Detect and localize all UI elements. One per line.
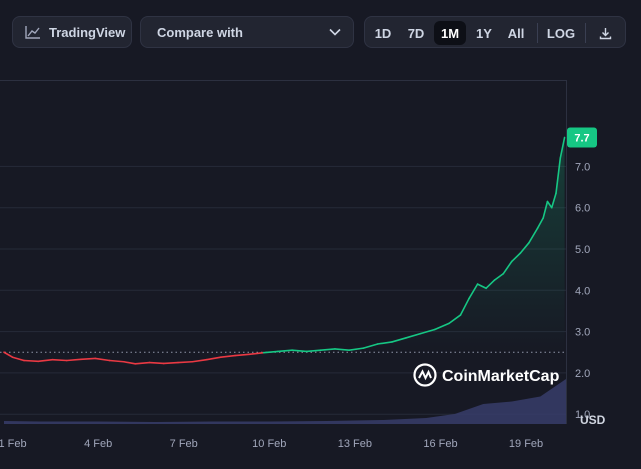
range-7d-button[interactable]: 7D <box>407 25 425 41</box>
price-segment <box>542 200 549 219</box>
price-segment <box>23 359 40 363</box>
price-line <box>3 136 566 365</box>
price-segment <box>94 357 111 362</box>
tradingview-label: TradingView <box>49 24 126 40</box>
compare-with-dropdown[interactable]: Compare with <box>140 16 354 48</box>
price-segment <box>162 361 179 365</box>
x-tick-label: 4 Feb <box>84 438 112 450</box>
price-segment <box>220 354 236 359</box>
price-segment <box>3 351 14 359</box>
range-1m-button[interactable]: 1M <box>434 21 466 45</box>
toolbar-divider <box>537 23 538 43</box>
y-tick-label: 4.0 <box>575 285 590 297</box>
compare-with-label: Compare with <box>157 24 243 40</box>
price-segment <box>305 349 322 353</box>
price-segment <box>108 359 125 363</box>
price-segment <box>528 227 539 244</box>
volume-area <box>4 379 566 424</box>
y-tick-label: 6.0 <box>575 203 590 215</box>
price-segment <box>391 336 408 343</box>
watermark-text: CoinMarketCap <box>442 368 560 385</box>
y-tick-label: 5.0 <box>575 244 590 256</box>
price-segment <box>405 332 422 339</box>
price-segment <box>433 322 450 331</box>
coinmarketcap-watermark: CoinMarketCap <box>413 363 560 387</box>
price-segment <box>502 260 513 275</box>
price-segment <box>334 348 350 351</box>
price-segment <box>11 356 25 362</box>
price-segment <box>65 358 82 362</box>
price-segment <box>262 350 279 354</box>
price-segment <box>123 360 137 365</box>
price-segment <box>148 361 165 365</box>
price-segment <box>205 356 222 361</box>
x-tick-label: 7 Feb <box>170 438 198 450</box>
price-segment <box>419 328 436 335</box>
price-segment <box>376 341 393 345</box>
range-1d-button[interactable]: 1D <box>374 25 392 41</box>
price-segment <box>555 157 562 195</box>
price-segment <box>536 217 544 230</box>
x-tick-label: 13 Feb <box>338 438 372 450</box>
price-segment <box>459 297 470 316</box>
price-segment <box>37 358 54 363</box>
coinmarketcap-logo-icon <box>413 363 437 387</box>
chart-toolbar: TradingView Compare with 1D 7D 1M 1Y All… <box>0 0 641 62</box>
price-segment <box>550 192 557 209</box>
price-segment <box>559 136 566 159</box>
price-segment <box>277 349 293 353</box>
time-range-selector: 1D 7D 1M 1Y All LOG <box>364 16 626 48</box>
range-1y-button[interactable]: 1Y <box>476 25 492 41</box>
price-segment <box>248 351 265 356</box>
currency-label: USD <box>580 413 606 427</box>
price-segment <box>134 361 151 365</box>
price-segment <box>448 314 462 325</box>
grid-lines <box>0 80 567 424</box>
price-segment <box>476 283 487 290</box>
price-segment <box>291 349 308 353</box>
y-tick-label: 1.0 <box>575 409 590 421</box>
price-chart: 1.0 2.0 3.0 4.0 5.0 6.0 7.0 1 Feb 4 Feb 7 Feb 10 … <box>0 80 606 450</box>
price-segment <box>177 360 194 364</box>
price-segment <box>493 272 505 281</box>
y-tick-label: 2.0 <box>575 368 590 380</box>
price-segment <box>510 252 522 263</box>
download-icon <box>599 27 611 39</box>
line-chart-icon <box>25 26 40 39</box>
range-all-button[interactable]: All <box>507 25 525 41</box>
x-tick-label: 16 Feb <box>423 438 457 450</box>
x-tick-label: 10 Feb <box>252 438 286 450</box>
price-segment <box>191 358 208 363</box>
price-segment <box>51 358 68 362</box>
price-segment <box>485 279 496 290</box>
price-segment <box>519 242 530 254</box>
x-tick-label: 1 Feb <box>0 438 27 450</box>
y-tick-label: 7.0 <box>575 161 590 173</box>
current-price-tag: 7.7 <box>567 127 597 148</box>
toolbar-divider <box>585 23 586 43</box>
price-segment <box>546 200 553 209</box>
price-segment <box>362 343 379 349</box>
log-scale-button[interactable]: LOG <box>546 25 576 41</box>
y-tick-label: 3.0 <box>575 327 590 339</box>
price-area-fill <box>4 137 565 353</box>
x-tick-label: 19 Feb <box>509 438 543 450</box>
price-segment <box>468 283 479 300</box>
price-segment <box>80 357 97 361</box>
current-price-value: 7.7 <box>574 132 589 144</box>
price-segment <box>319 348 336 351</box>
chevron-down-icon <box>329 28 341 36</box>
current-price-badge <box>567 127 597 148</box>
download-button[interactable] <box>591 21 619 45</box>
tradingview-button[interactable]: TradingView <box>12 16 132 48</box>
x-axis-labels: 1 Feb 4 Feb 7 Feb 10 Feb 13 Feb 16 Feb 19 Feb <box>0 438 543 450</box>
price-segment <box>234 353 251 357</box>
y-axis-labels: 1.0 2.0 3.0 4.0 5.0 6.0 7.0 <box>575 161 590 421</box>
volume-bars <box>4 379 566 424</box>
price-chart-area[interactable]: 1.0 2.0 3.0 4.0 5.0 6.0 7.0 1 Feb 4 Feb 7 Feb 10 … <box>0 62 641 464</box>
price-segment <box>348 347 365 351</box>
